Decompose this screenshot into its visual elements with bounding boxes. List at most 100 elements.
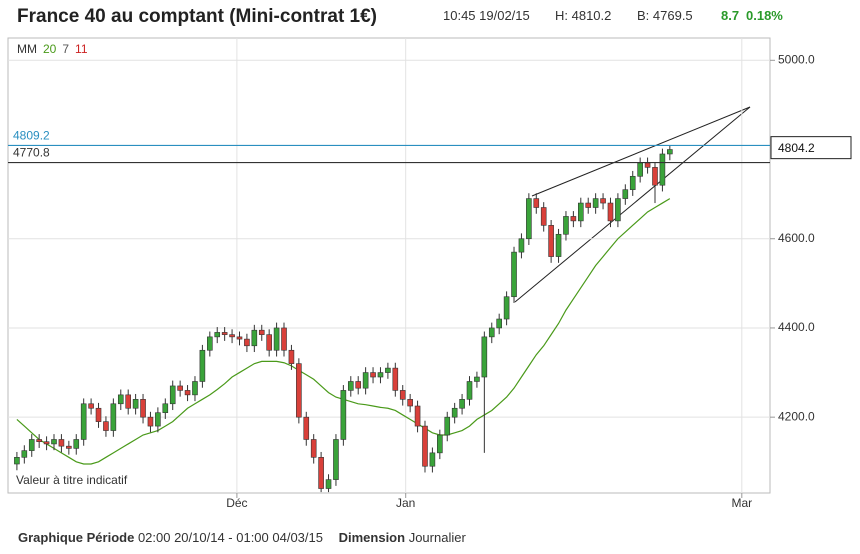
candle-body: [14, 457, 20, 465]
candle-body: [207, 336, 213, 351]
candle-body: [511, 251, 517, 298]
candle-body: [555, 233, 562, 257]
candle-body: [563, 216, 569, 235]
candle-body: [125, 394, 131, 409]
trend-line: [531, 106, 751, 197]
candle-body: [155, 412, 161, 427]
legend-entry: 20: [43, 42, 57, 56]
x-tick-label: Jan: [396, 496, 415, 510]
candle-body: [414, 405, 421, 427]
candle-body: [310, 439, 317, 458]
candle-body: [503, 296, 510, 320]
candle-body: [637, 162, 643, 177]
candle-body: [370, 372, 376, 378]
candle-body: [66, 445, 72, 449]
candle-body: [518, 238, 525, 253]
candle-body: [629, 175, 636, 190]
candle-body: [437, 434, 443, 454]
candle-body: [362, 372, 369, 389]
candle-body: [325, 479, 332, 489]
candle-body: [392, 367, 399, 391]
candle-body: [481, 336, 488, 378]
y-tick-label: 5000.0: [778, 52, 815, 66]
legend-label: MM: [17, 42, 37, 56]
candle-body: [540, 207, 547, 226]
candle-body: [88, 403, 94, 409]
candle-body: [474, 376, 480, 382]
candle-body: [58, 439, 65, 447]
y-tick-label: 4200.0: [778, 409, 815, 423]
candle-body: [177, 385, 183, 391]
candle-body: [622, 189, 629, 199]
candle-body: [147, 416, 154, 427]
candle-body: [592, 198, 599, 208]
candle-body: [570, 216, 577, 222]
candle-body: [488, 327, 495, 338]
candle-body: [659, 153, 666, 186]
candle-body: [407, 399, 413, 407]
candle-body: [80, 403, 87, 440]
level-label: 4770.8: [13, 146, 50, 160]
high: H: 4810.2: [555, 8, 612, 23]
candle-body: [43, 441, 50, 445]
candle-body: [585, 202, 592, 208]
candle-body: [229, 334, 235, 338]
candle-body: [273, 327, 280, 351]
footer-value: Journalier: [408, 530, 466, 545]
candle-body: [296, 363, 302, 418]
candle-body: [199, 349, 206, 382]
candle-body: [385, 367, 391, 373]
legend-entry: 11: [75, 42, 88, 56]
candle-body: [103, 421, 109, 431]
candle-body: [422, 425, 428, 467]
candle-body: [192, 381, 198, 396]
candle-body: [451, 407, 458, 418]
level-label: 4809.2: [13, 129, 50, 143]
candle-body: [251, 329, 258, 347]
candle-body: [607, 202, 614, 222]
change-pct: 0.18%: [746, 8, 783, 23]
candle-body: [51, 439, 57, 445]
candle-body: [577, 202, 584, 222]
y-tick-label: 4400.0: [778, 320, 815, 334]
candle-body: [266, 334, 272, 351]
candle-body: [303, 416, 310, 440]
candle-body: [644, 162, 651, 168]
candle-body: [399, 390, 406, 400]
candle-body: [162, 403, 169, 414]
candle-body: [117, 394, 124, 405]
y-tick-label: 4600.0: [778, 231, 815, 245]
candle-body: [533, 198, 540, 208]
candle-body: [244, 338, 250, 347]
candle-body: [466, 381, 473, 400]
trend-line: [514, 106, 751, 303]
candle-body: [36, 439, 42, 443]
candle-body: [184, 390, 191, 396]
last-price-label: 4804.2: [778, 141, 815, 155]
footer-label: Dimension: [338, 530, 406, 545]
chart: 4200.0 4400.0 4600.0 5000.0 Déc Jan Mar 4809.2 4…: [7, 37, 852, 510]
candle-body: [95, 407, 102, 422]
candle-body: [318, 457, 324, 489]
candle-body: [526, 198, 532, 240]
candle-body: [355, 381, 362, 389]
candle-body: [496, 318, 502, 329]
candle-body: [347, 381, 354, 391]
candle-body: [281, 327, 287, 351]
annotation: Valeur à titre indicatif: [16, 473, 128, 487]
candle-body: [652, 167, 658, 186]
candle-body: [377, 372, 384, 378]
plot-frame: [7, 37, 771, 494]
candle-body: [221, 332, 228, 335]
candle-body: [236, 336, 243, 340]
x-tick-label: Mar: [731, 496, 752, 510]
footer: Graphique Période 02:00 20/10/14 - 01:00…: [18, 530, 466, 545]
change: 8.7: [721, 8, 740, 23]
candle-body: [73, 439, 80, 449]
candle-body: [288, 349, 295, 364]
candle-body: [459, 399, 465, 409]
candle-body: [429, 452, 436, 467]
title: France 40 au comptant (Mini-contrat 1€): [17, 6, 378, 27]
candle-body: [28, 439, 35, 451]
candle-body: [169, 385, 176, 405]
